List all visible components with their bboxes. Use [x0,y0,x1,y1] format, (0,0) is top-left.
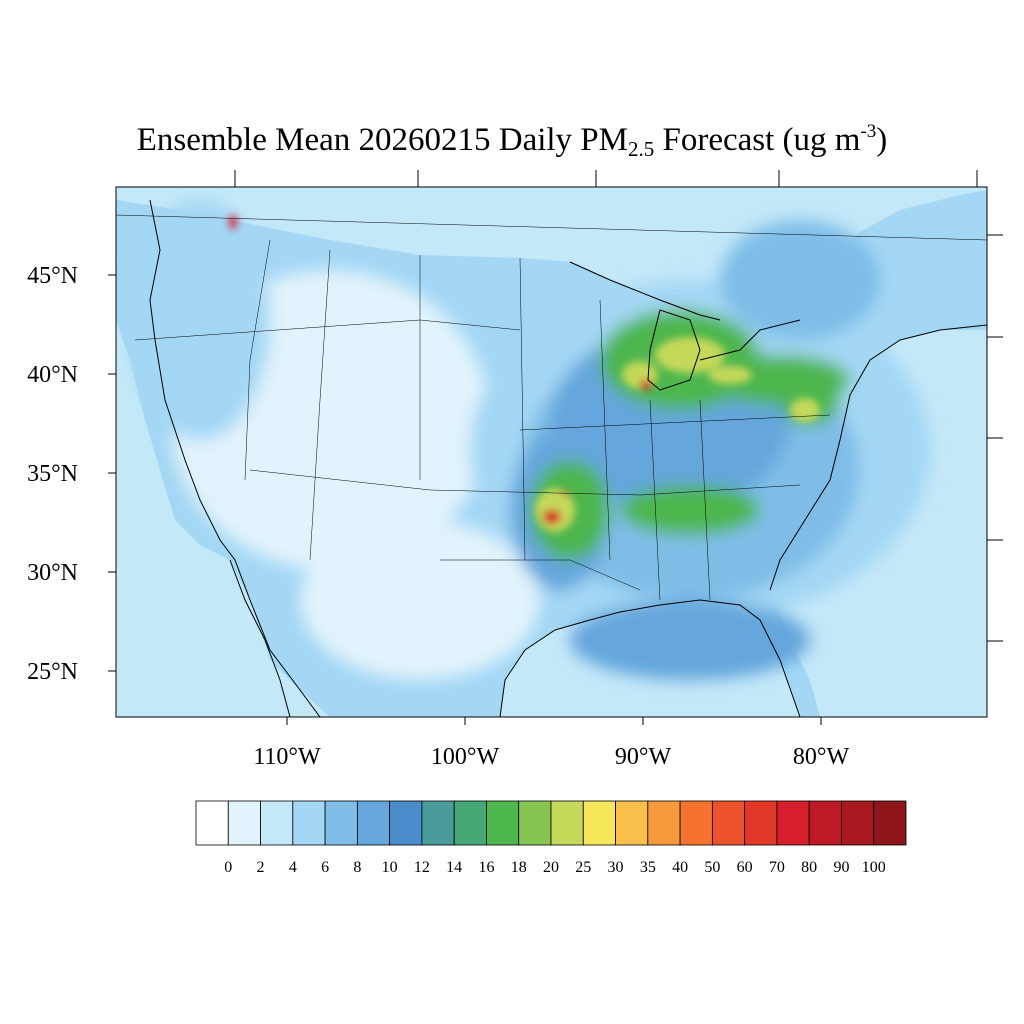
latitude-labels: 45°N 40°N 35°N 30°N 25°N [27,263,78,685]
colorbar-swatch [808,800,842,846]
colorbar-swatch [389,800,423,846]
lon-label: 100°W [431,744,500,770]
coastlines [149,199,987,717]
colorbar-label: 100 [862,859,886,876]
colorbar-label: 4 [289,859,297,876]
chart-title: Ensemble Mean 20260215 Daily PM2.5 Forec… [0,112,1024,169]
colorbar-label: 14 [446,859,462,876]
colorbar-swatch [195,800,229,846]
colorbar-label: 16 [478,859,494,876]
title-superscript: -3 [860,121,877,142]
colorbar-label: 12 [414,859,430,876]
colorbar-swatch [518,800,552,846]
colorbar-label: 0 [224,859,232,876]
colorbar-swatch [260,800,294,846]
colorbar-label: 70 [769,859,785,876]
state-borders [116,214,987,601]
title-units: Forecast (ug m [654,122,861,158]
colorbar-label: 18 [511,859,527,876]
colorbar-swatch [453,800,487,846]
colorbar-label: 60 [737,859,753,876]
colorbar-label: 10 [382,859,398,876]
title-subscript: 2.5 [628,137,655,161]
colorbar-label: 40 [672,859,688,876]
colorbar-label: 8 [353,859,361,876]
colorbar-swatch [550,800,584,846]
hotspots [229,215,820,532]
colorbar-label: 80 [801,859,817,876]
colorbar-swatch [679,800,713,846]
colorbar-label: 50 [704,859,720,876]
colorbar-swatch [486,800,520,846]
colorbar-swatch [841,800,875,846]
colorbar-swatch [776,800,810,846]
concentration-field [130,200,930,680]
colorbar-label: 6 [321,859,329,876]
colorbar-swatch [647,800,681,846]
map-field [116,187,987,717]
map-frame [115,186,988,718]
colorbar-label: 20 [543,859,559,876]
axis-ticks [108,170,1003,725]
lat-label: 40°N [27,362,78,388]
colorbar-swatch [744,800,778,846]
colorbar-swatch [421,800,455,846]
colorbar-label: 25 [575,859,591,876]
colorbar-swatch [356,800,391,846]
lat-label: 30°N [27,560,78,586]
colorbar-swatch [292,800,326,846]
title-close: ) [876,122,888,158]
colorbar-label: 30 [608,859,624,876]
colorbar-swatch [615,800,649,846]
lon-label: 80°W [793,744,850,770]
colorbar-swatch [324,800,358,846]
lon-label: 110°W [253,744,321,770]
colorbar-swatch [227,800,261,846]
lat-label: 25°N [27,659,78,685]
colorbar-swatch [711,800,746,846]
title-main: Ensemble Mean 20260215 Daily PM [136,122,628,158]
colorbar [195,800,907,846]
colorbar-label: 35 [640,859,656,876]
colorbar-swatch [873,800,907,846]
colorbar-labels: 0 2 4 6 8 10 12 14 16 18 20 25 30 35 40 50 60 70 80 90 100 [224,859,885,876]
lat-label: 45°N [27,263,78,289]
lon-label: 90°W [615,744,672,770]
longitude-labels: 110°W 100°W 90°W 80°W [253,744,849,770]
colorbar-label: 90 [833,859,849,876]
colorbar-swatch [582,800,616,846]
lat-label: 35°N [27,461,78,487]
colorbar-label: 2 [257,859,265,876]
